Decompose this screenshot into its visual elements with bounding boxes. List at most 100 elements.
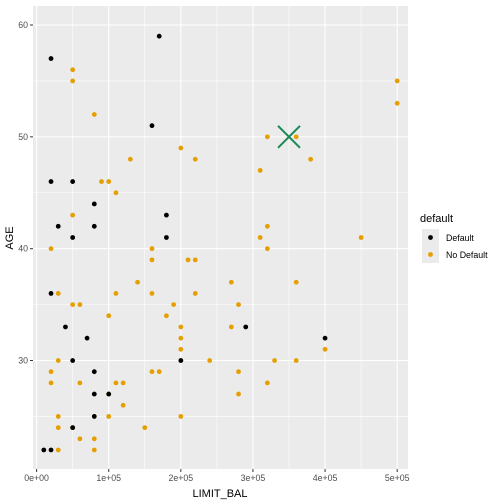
data-point-default — [91, 201, 97, 207]
data-point-no-default — [91, 447, 97, 453]
data-point-no-default — [113, 190, 119, 196]
data-point-no-default — [257, 167, 263, 173]
data-point-no-default — [192, 156, 198, 162]
data-point-default — [70, 179, 76, 184]
x-tick-label: 2e+05 — [168, 473, 193, 483]
data-point-no-default — [113, 291, 119, 296]
data-point-no-default — [77, 302, 83, 308]
data-point-no-default — [48, 380, 54, 386]
data-point-no-default — [156, 369, 162, 375]
data-point-no-default — [142, 425, 148, 431]
data-point-no-default — [264, 380, 270, 386]
data-point-default — [84, 335, 90, 341]
data-point-no-default — [264, 134, 270, 140]
data-point-default — [243, 324, 249, 330]
x-tick-label: 1e+05 — [96, 473, 121, 483]
data-point-no-default — [55, 291, 61, 296]
data-point-no-default — [293, 134, 299, 140]
x-tick-label: 4e+05 — [313, 473, 338, 483]
data-point-no-default — [178, 335, 184, 341]
data-point-no-default — [394, 100, 400, 106]
data-point-no-default — [207, 358, 213, 363]
data-point-default — [70, 235, 76, 240]
data-point-no-default — [185, 257, 191, 263]
data-point-no-default — [106, 313, 112, 319]
data-point-no-default — [106, 179, 112, 184]
data-point-default — [106, 391, 112, 397]
data-point-no-default — [99, 179, 104, 184]
data-point-no-default — [236, 369, 241, 375]
data-point-default — [70, 425, 76, 431]
data-point-no-default — [77, 436, 83, 442]
legend-point-default — [428, 235, 433, 240]
x-tick-label: 3e+05 — [241, 473, 266, 483]
data-point-no-default — [322, 346, 328, 352]
data-point-no-default — [55, 358, 61, 363]
y-axis: 30 40 50 60 — [18, 20, 33, 366]
y-axis-title: AGE — [4, 226, 16, 249]
data-point-no-default — [178, 414, 184, 419]
y-tick-label: 60 — [18, 20, 28, 30]
data-point-no-default — [91, 112, 97, 117]
data-point-no-default — [192, 257, 198, 263]
data-point-no-default — [149, 291, 155, 296]
data-point-default — [48, 291, 54, 296]
data-point-no-default — [55, 447, 61, 453]
data-point-no-default — [358, 235, 364, 240]
data-point-no-default — [127, 156, 133, 162]
data-point-no-default — [164, 313, 169, 319]
data-point-no-default — [91, 436, 97, 442]
data-point-no-default — [135, 279, 140, 285]
data-point-default — [48, 179, 54, 184]
data-point-default — [91, 414, 97, 419]
data-point-no-default — [192, 291, 198, 296]
major-gridlines — [33, 6, 408, 469]
data-point-no-default — [48, 369, 54, 375]
data-point-default — [149, 123, 155, 129]
data-point-default — [41, 447, 47, 453]
data-point-default — [63, 324, 68, 330]
data-point-no-default — [228, 279, 234, 285]
data-point-no-default — [120, 402, 126, 408]
data-point-no-default — [293, 358, 299, 363]
data-point-default — [178, 358, 184, 363]
x-tick-label: 5e+05 — [385, 473, 410, 483]
data-point-no-default — [113, 380, 119, 386]
data-point-no-default — [55, 414, 61, 419]
data-point-no-default — [149, 246, 155, 252]
data-point-default — [55, 223, 61, 229]
data-point-default — [91, 223, 97, 229]
data-point-default — [322, 335, 328, 341]
data-point-no-default — [257, 235, 263, 240]
legend-point-no-default — [428, 252, 433, 257]
data-point-no-default — [394, 78, 400, 84]
data-point-no-default — [70, 302, 76, 308]
data-point-no-default — [308, 156, 314, 162]
data-point-no-default — [149, 257, 155, 263]
data-point-no-default — [171, 302, 177, 308]
legend-label-default: Default — [446, 233, 474, 243]
data-point-no-default — [264, 246, 270, 252]
x-tick-label: 0e+00 — [24, 473, 49, 483]
data-point-no-default — [236, 391, 241, 397]
data-point-default — [48, 56, 54, 61]
data-point-no-default — [70, 67, 76, 73]
data-point-default — [164, 212, 169, 218]
data-point-no-default — [293, 279, 299, 285]
data-point-no-default — [120, 380, 126, 386]
data-point-no-default — [77, 380, 83, 386]
y-tick-label: 50 — [18, 132, 28, 142]
data-point-no-default — [70, 78, 76, 84]
legend-title: default — [420, 213, 453, 225]
data-point-default — [156, 33, 162, 39]
data-point-no-default — [228, 324, 234, 330]
x-axis: 0e+00 1e+05 2e+05 3e+05 4e+05 5e+05 — [24, 469, 410, 483]
y-tick-label: 30 — [18, 356, 28, 366]
data-point-no-default — [48, 246, 54, 252]
data-point-default — [70, 358, 76, 363]
y-tick-label: 40 — [18, 244, 28, 254]
data-point-no-default — [236, 302, 241, 308]
data-point-default — [48, 447, 54, 453]
data-point-default — [91, 369, 97, 375]
